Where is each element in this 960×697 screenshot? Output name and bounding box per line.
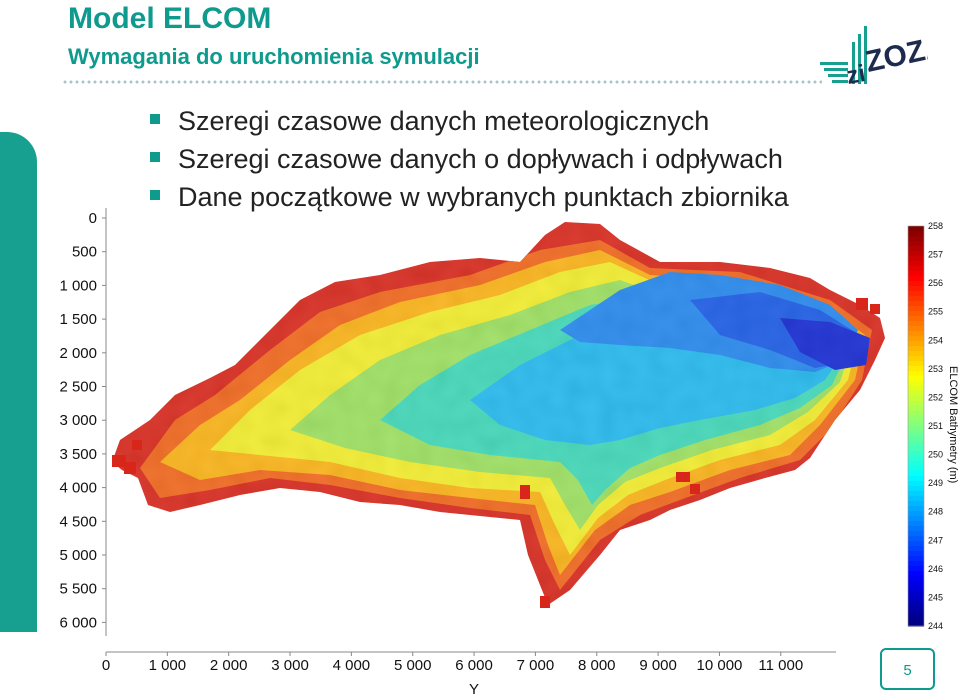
slide-title: Model ELCOM [68, 2, 272, 35]
x-tick-label: 0 [102, 657, 110, 674]
y-tick-label: 2 500 [59, 379, 97, 396]
x-tick-label: 5 000 [394, 657, 432, 674]
x-tick-label: 1 000 [149, 657, 187, 674]
y-tick-label: 5 500 [59, 581, 97, 598]
x-tick-label: 10 000 [697, 657, 743, 674]
x-tick-label: 6 000 [455, 657, 493, 674]
x-axis-label: Y [469, 681, 479, 697]
list-item: Dane początkowe w wybranych punktach zbi… [150, 178, 789, 216]
y-tick-label: 1 500 [59, 311, 97, 328]
x-tick-label: 9 000 [639, 657, 677, 674]
requirements-list: Szeregi czasowe danych meteorologicznych… [150, 102, 789, 216]
y-tick-label: 3 000 [59, 412, 97, 429]
colorbar-tick-label: 256 [928, 278, 943, 288]
colorbar-tick-label: 249 [928, 478, 943, 488]
colorbar-tick-label: 258 [928, 221, 943, 231]
x-tick-label: 11 000 [758, 657, 803, 674]
x-axis: 0 1 000 2 000 3 000 4 000 5 000 6 000 7 000 8 00… [102, 651, 836, 674]
colorbar-tick-label: 250 [928, 450, 943, 460]
page-number: 5 [880, 648, 935, 690]
zizozap-logo: zi ZOZAP [820, 25, 928, 90]
colorbar-tick-label: 246 [928, 564, 943, 574]
x-tick-label: 7 000 [517, 657, 555, 674]
y-tick-label: 4 000 [59, 480, 97, 497]
divider-dotted-line [62, 80, 822, 84]
x-tick-label: 8 000 [578, 657, 616, 674]
colorbar-tick-label: 248 [928, 507, 943, 517]
bullet-square-icon [150, 190, 160, 200]
y-tick-label: 5 000 [59, 547, 97, 564]
x-tick-label: 4 000 [333, 657, 371, 674]
colorbar-tick-label: 257 [928, 250, 943, 260]
colorbar-tick-label: 244 [928, 621, 943, 631]
y-tick-label: 4 500 [59, 513, 97, 530]
slide-subtitle: Wymagania do uruchomienia symulacji [68, 44, 480, 69]
side-accent-tab [0, 132, 37, 632]
bullet-square-icon [150, 152, 160, 162]
bullet-square-icon [150, 114, 160, 124]
svg-text:zi: zi [844, 60, 867, 90]
colorbar-tick-label: 252 [928, 392, 943, 402]
x-tick-label: 3 000 [271, 657, 309, 674]
y-tick-label: 0 [89, 210, 97, 227]
colorbar-tick-label: 251 [928, 421, 943, 431]
colorbar: 258 257 256 255 254 253 252 251 250 249 248 247 246 2… [907, 221, 943, 631]
colorbar-tick-label: 247 [928, 535, 943, 545]
y-tick-label: 6 000 [59, 614, 97, 631]
y-tick-label: 2 000 [59, 345, 97, 362]
colorbar-tick-label: 253 [928, 364, 943, 374]
y-tick-label: 500 [72, 244, 97, 261]
x-tick-label: 2 000 [210, 657, 248, 674]
colorbar-label: ELCOM Bathymetry (m) [947, 366, 959, 483]
list-item: Szeregi czasowe danych meteorologicznych [150, 102, 789, 140]
y-axis: 0 500 1 000 1 500 2 000 2 500 3 000 3 500 4 000 4… [59, 208, 107, 636]
colorbar-tick-label: 254 [928, 335, 943, 345]
colorbar-tick-label: 255 [928, 307, 943, 317]
y-tick-label: 1 000 [59, 277, 97, 294]
y-tick-label: 3 500 [59, 446, 97, 463]
colorbar-tick-label: 245 [928, 592, 943, 602]
list-item: Szeregi czasowe danych o dopływach i odp… [150, 140, 789, 178]
